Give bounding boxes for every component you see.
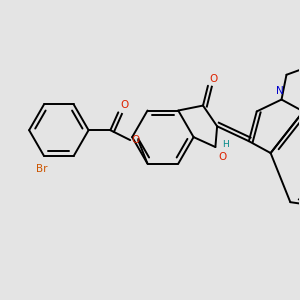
- Text: O: O: [218, 152, 226, 162]
- Text: O: O: [131, 135, 140, 145]
- Text: O: O: [120, 100, 128, 110]
- Text: Br: Br: [36, 164, 48, 174]
- Text: O: O: [209, 74, 217, 84]
- Text: N: N: [276, 85, 283, 96]
- Text: H: H: [222, 140, 229, 149]
